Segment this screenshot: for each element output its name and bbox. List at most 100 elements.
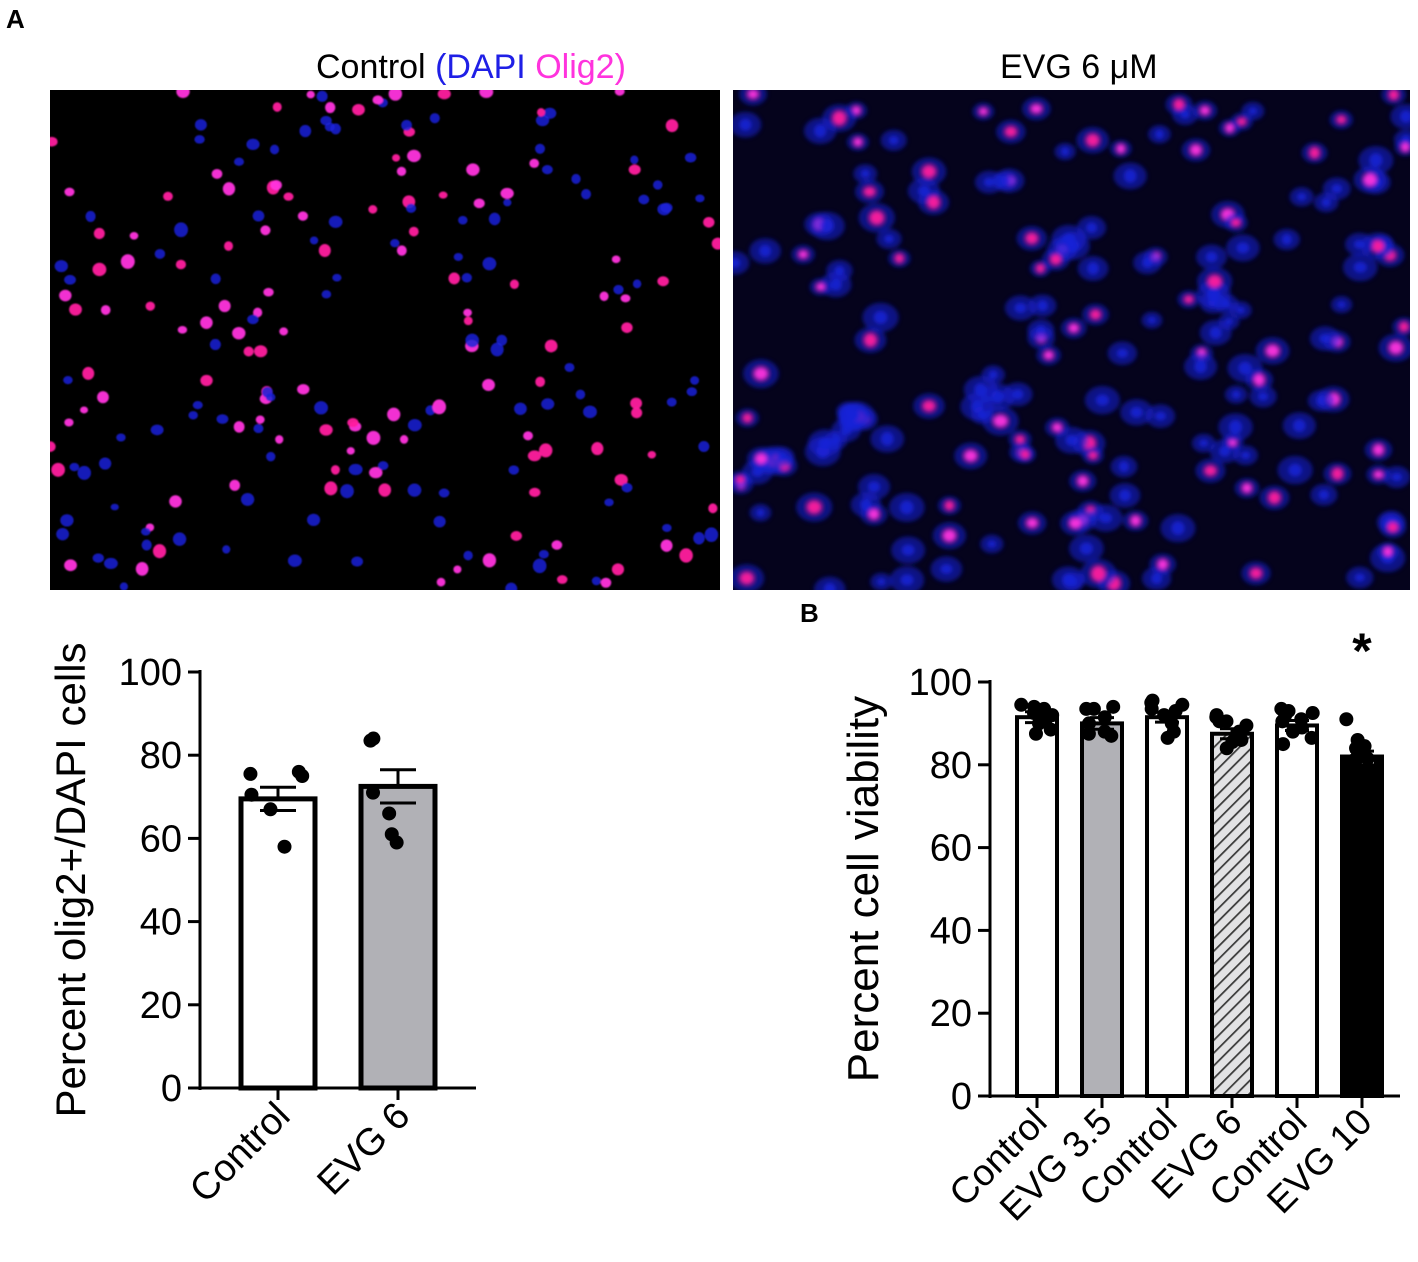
nucleus-dapi [1085, 222, 1098, 234]
nucleus-dapi [1236, 242, 1250, 254]
nucleus-dapi [407, 483, 422, 497]
nucleus-olig2 [591, 442, 604, 456]
nucleus-dapi [216, 414, 229, 424]
data-point [1357, 739, 1372, 754]
nucleus-dapi [85, 210, 96, 222]
nucleus-dapi [739, 118, 752, 131]
nucleus-dapi [1095, 394, 1110, 406]
nucleus-olig2 [703, 216, 715, 228]
nucleus-dapi [988, 370, 998, 380]
nucleus-olig2 [551, 540, 563, 550]
nucleus-olig2 [482, 553, 497, 568]
y-tick-label: 80 [930, 745, 972, 787]
data-point [1043, 722, 1058, 737]
bar [1015, 715, 1059, 1098]
nucleus-dapi [535, 143, 546, 154]
nucleus-olig2 [964, 450, 978, 462]
nucleus-olig2 [120, 254, 135, 269]
nucleus-dapi [940, 564, 953, 575]
nucleus-dapi [632, 279, 642, 289]
nucleus-dapi [970, 400, 984, 414]
nucleus-olig2 [368, 205, 378, 214]
nucleus-dapi [888, 135, 899, 145]
y-tick-label: 0 [951, 1076, 972, 1118]
nucleus-dapi [429, 113, 440, 124]
nucleus-olig2 [1389, 341, 1403, 354]
nucleus-dapi [407, 418, 422, 432]
nucleus-dapi [514, 402, 527, 415]
data-point [244, 787, 259, 802]
nucleus-olig2 [1231, 219, 1241, 227]
nucleus-olig2 [500, 187, 514, 199]
nucleus-dapi [1288, 463, 1302, 477]
nucleus-olig2 [868, 509, 880, 520]
nucleus-olig2 [1387, 522, 1398, 533]
nucleus-olig2 [482, 378, 495, 391]
nucleus-dapi [581, 188, 592, 200]
y-tick-label: 60 [140, 818, 182, 860]
nucleus-dapi [233, 157, 245, 166]
nucleus-dapi [188, 411, 198, 420]
nucleus-olig2 [755, 453, 767, 464]
y-tick-label: 60 [930, 828, 972, 870]
nucleus-dapi [240, 493, 255, 506]
data-point [389, 835, 404, 850]
nucleus-dapi [1012, 388, 1024, 400]
nucleus-dapi [1116, 348, 1128, 358]
nucleus-dapi [1257, 392, 1269, 401]
nucleus-olig2 [448, 272, 460, 285]
nucleus-olig2 [544, 339, 558, 353]
nucleus-olig2 [399, 435, 409, 444]
nucleus-olig2 [535, 376, 546, 388]
nucleus-dapi [1353, 261, 1367, 273]
micrograph-control-image [50, 90, 720, 590]
nucleus-olig2 [392, 154, 401, 162]
nucleus-olig2 [853, 138, 863, 147]
nucleus-dapi [461, 273, 472, 283]
nucleus-olig2 [527, 450, 542, 462]
nucleus-dapi [991, 390, 1005, 404]
data-point [1106, 699, 1121, 714]
nucleus-dapi [704, 527, 719, 542]
data-point [1339, 712, 1354, 727]
nucleus-olig2 [1253, 374, 1265, 386]
nucleus-olig2 [1130, 515, 1141, 526]
nucleus-olig2 [1225, 123, 1234, 133]
nucleus-olig2 [243, 346, 254, 357]
nucleus-dapi [340, 484, 354, 499]
y-tick-label: 40 [930, 910, 972, 952]
nucleus-olig2 [510, 531, 522, 541]
nucleus-dapi [309, 236, 319, 245]
nucleus-olig2 [1173, 99, 1185, 110]
nucleus-dapi [776, 452, 787, 463]
nucleus-dapi [1123, 168, 1137, 183]
nucleus-olig2 [1036, 264, 1045, 273]
nucleus-olig2 [807, 500, 822, 514]
nucleus-dapi [884, 234, 894, 244]
nucleus-dapi [299, 124, 312, 138]
nuclei-group [733, 90, 1410, 590]
nucleus-dapi [1292, 419, 1306, 433]
nucleus-olig2 [1383, 546, 1393, 556]
nucleus-olig2 [736, 476, 745, 483]
y-tick-label: 20 [140, 985, 182, 1027]
nucleus-dapi [1130, 406, 1143, 418]
nucleus-olig2 [92, 262, 107, 277]
nucleus-dapi [575, 389, 586, 400]
nucleus-olig2 [657, 276, 669, 287]
nucleus-dapi [1224, 318, 1234, 325]
nucleus-olig2 [1184, 295, 1194, 303]
nucleus-olig2 [1266, 345, 1280, 357]
nucleus-olig2 [372, 95, 384, 105]
nucleus-olig2 [1091, 566, 1106, 582]
nucleus-olig2 [436, 577, 446, 587]
nucleus-dapi [482, 257, 497, 271]
nucleus-olig2 [263, 287, 274, 297]
nucleus-olig2 [679, 548, 693, 563]
nucleus-olig2 [437, 90, 451, 100]
nucleus-dapi [453, 252, 463, 261]
nucleus-olig2 [1116, 144, 1125, 154]
nucleus-olig2 [600, 577, 612, 588]
nucleus-olig2 [388, 90, 403, 101]
nucleus-olig2 [324, 481, 338, 496]
